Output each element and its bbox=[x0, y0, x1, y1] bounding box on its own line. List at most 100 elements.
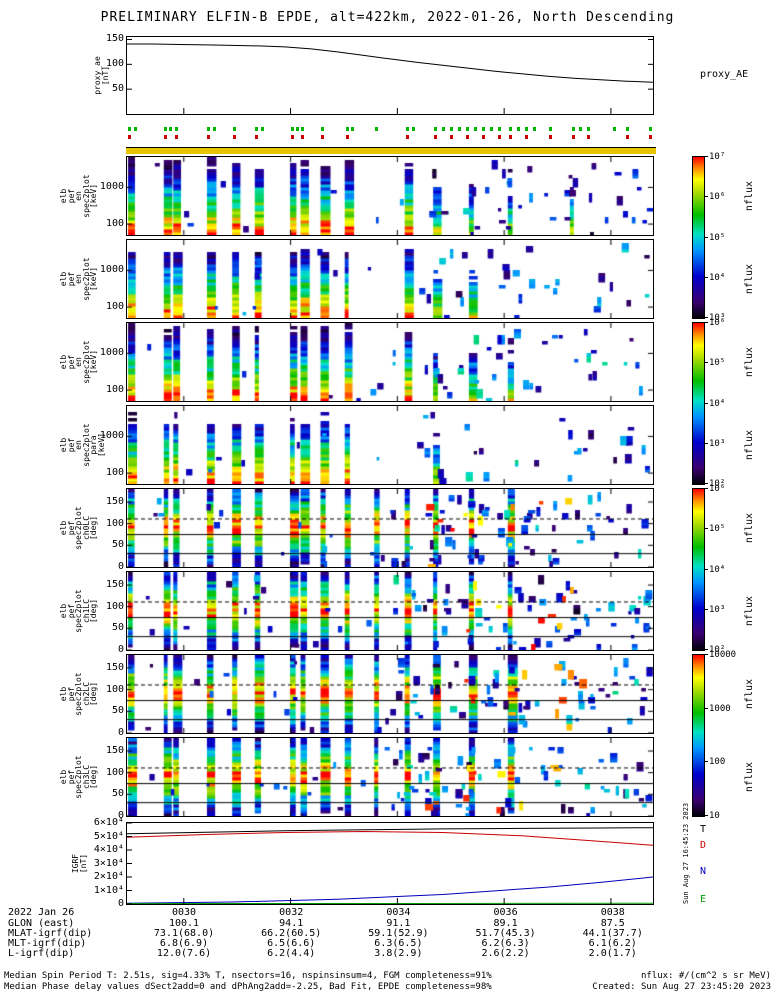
spectro-canvas-ch2LC bbox=[127, 655, 653, 733]
quality-mark-red bbox=[174, 135, 178, 139]
colorbar-tick bbox=[705, 442, 708, 444]
colorbar-tick bbox=[705, 156, 708, 157]
ylabel-line: [keV] bbox=[89, 349, 98, 375]
quality-mark-green bbox=[489, 127, 493, 131]
colorbar-tick bbox=[705, 761, 708, 763]
igrf-ytick-label: 5×10⁴ bbox=[93, 830, 124, 842]
nflux-label: nflux bbox=[744, 429, 755, 461]
quality-mark-green bbox=[375, 127, 379, 131]
footer-line-2: Median Phase delay values dSect2add=0 an… bbox=[4, 982, 492, 992]
spectro-ytick-label: 150 bbox=[105, 662, 124, 674]
nflux-label: nflux bbox=[744, 678, 755, 710]
nflux-label: nflux bbox=[744, 512, 755, 544]
table-cell: 66.2(60.5) bbox=[261, 928, 322, 939]
igrf-ytick-label: 2×10⁴ bbox=[93, 871, 124, 882]
quality-mark-red bbox=[481, 135, 485, 139]
spectro-ytick-label: 150 bbox=[105, 579, 124, 591]
quality-mark-green bbox=[174, 127, 178, 131]
spectro-ytick-label: 100 bbox=[105, 517, 124, 529]
quality-mark-green bbox=[571, 127, 575, 131]
quality-mark-red bbox=[290, 135, 294, 139]
quality-mark-green bbox=[434, 127, 438, 131]
igrf-ytick-label: 6×10⁴ bbox=[93, 817, 124, 828]
igrf-ytick-label: 0 bbox=[117, 898, 124, 909]
igrf-line-N bbox=[126, 876, 654, 904]
colorbar-tick-label: 10⁴ bbox=[709, 272, 726, 283]
colorbar-tick-label: 10⁵ bbox=[709, 358, 726, 369]
spectro-canvas-ch3LC bbox=[127, 738, 653, 816]
quality-mark-red bbox=[587, 135, 591, 139]
ylabel-line: [nT] bbox=[78, 853, 88, 874]
date-label: 2022 Jan 26 bbox=[8, 907, 75, 918]
colorbar-tick bbox=[705, 236, 708, 238]
igrf-ytick-label: 3×10⁴ bbox=[93, 857, 124, 869]
spectro-ytick-label: 150 bbox=[105, 745, 124, 757]
time-tick-label: 0038 bbox=[600, 907, 625, 918]
quality-mark-red bbox=[571, 135, 575, 139]
spectro-panel-ch3LC bbox=[126, 737, 654, 817]
igrf-panel bbox=[126, 822, 654, 905]
quality-mark-green bbox=[412, 127, 416, 131]
colorbar-tick-label: 100 bbox=[709, 757, 726, 768]
spectro-ytick-label: 100 bbox=[105, 218, 124, 230]
spectro-ytick-label: 50 bbox=[111, 622, 124, 634]
colorbar-tick bbox=[705, 196, 708, 198]
quality-mark-green bbox=[301, 127, 305, 131]
ylabel-line: [deg] bbox=[89, 764, 98, 790]
colorbar-2 bbox=[692, 488, 705, 651]
time-tick-label: 0036 bbox=[493, 907, 518, 918]
spectro-canvas-en-spec-a bbox=[127, 157, 653, 235]
quality-mark-red bbox=[525, 135, 529, 139]
nflux-label: nflux bbox=[744, 346, 755, 378]
table-row-label: MLAT-igrf(dip) bbox=[8, 928, 93, 939]
quality-mark-red bbox=[497, 135, 501, 139]
spectro-ytick-label: 50 bbox=[111, 705, 124, 717]
quality-mark-green bbox=[458, 127, 462, 131]
colorbar-tick bbox=[705, 276, 708, 278]
colorbar-0 bbox=[692, 156, 705, 319]
quality-mark-red bbox=[255, 135, 259, 139]
quality-mark-green bbox=[473, 127, 477, 131]
footer-line-1: Median Spin Period T: 2.51s, sig=4.33% T… bbox=[4, 971, 492, 981]
spectro-ytick-label: 1000 bbox=[99, 181, 124, 193]
quality-mark-red bbox=[465, 135, 469, 139]
colorbar-tick-label: 10⁶ bbox=[709, 484, 726, 494]
quality-mark-red bbox=[509, 135, 513, 139]
proxy-ae-plot bbox=[127, 38, 654, 114]
colorbar-tick bbox=[705, 528, 708, 530]
spectro-ylabel-en-spec-c: elb pef en spec2plot [keV] bbox=[59, 322, 98, 402]
table-cell: 6.2(4.4) bbox=[267, 948, 316, 959]
spectro-canvas-en-spec-b bbox=[127, 240, 653, 318]
quality-mark-green bbox=[321, 127, 325, 131]
quality-mark-green bbox=[212, 127, 216, 131]
table-cell: 2.6(2.2) bbox=[481, 948, 530, 959]
colorbar-tick-label: 1000 bbox=[709, 703, 731, 714]
spectro-ytick-label: 0 bbox=[117, 644, 124, 655]
ylabel-line: [keV] bbox=[96, 432, 106, 458]
colorbar-tick-label: 10³ bbox=[709, 313, 726, 323]
quality-mark-red bbox=[625, 135, 629, 139]
quality-mark-green bbox=[517, 127, 521, 131]
quality-mark-green bbox=[295, 127, 299, 131]
spectro-ylabel-ch1LC: elb pef spec2plot ch1LC [deg] bbox=[59, 571, 98, 651]
proxy-ytick-label: 50 bbox=[111, 83, 124, 95]
proxy-ylabel: proxy_ae [nT] bbox=[93, 36, 110, 115]
spectro-panel-ch2LC bbox=[126, 654, 654, 734]
spectro-ytick-label: 0 bbox=[117, 727, 124, 738]
quality-mark-green bbox=[648, 127, 652, 131]
igrf-series-label-T: T bbox=[700, 824, 707, 835]
igrf-ytick-label: 4×10⁴ bbox=[93, 844, 124, 855]
colorbar-tick-label: 10⁷ bbox=[709, 152, 726, 162]
igrf-line-T bbox=[126, 827, 654, 835]
spectro-panel-ch0LC bbox=[126, 488, 654, 568]
colorbar-tick bbox=[705, 362, 708, 364]
nflux-label: nflux bbox=[744, 263, 755, 295]
colorbar-tick-label: 10000 bbox=[709, 650, 737, 660]
table-cell: 3.8(2.9) bbox=[374, 948, 423, 959]
quality-mark-red bbox=[301, 135, 305, 139]
coverage-bar bbox=[126, 147, 656, 154]
table-cell: 2.0(1.7) bbox=[588, 948, 637, 959]
spectro-ylabel-en-spec-a: elb pef en spec2plot [keV] bbox=[59, 156, 98, 236]
quality-mark-green bbox=[579, 127, 583, 131]
quality-mark-red bbox=[207, 135, 211, 139]
